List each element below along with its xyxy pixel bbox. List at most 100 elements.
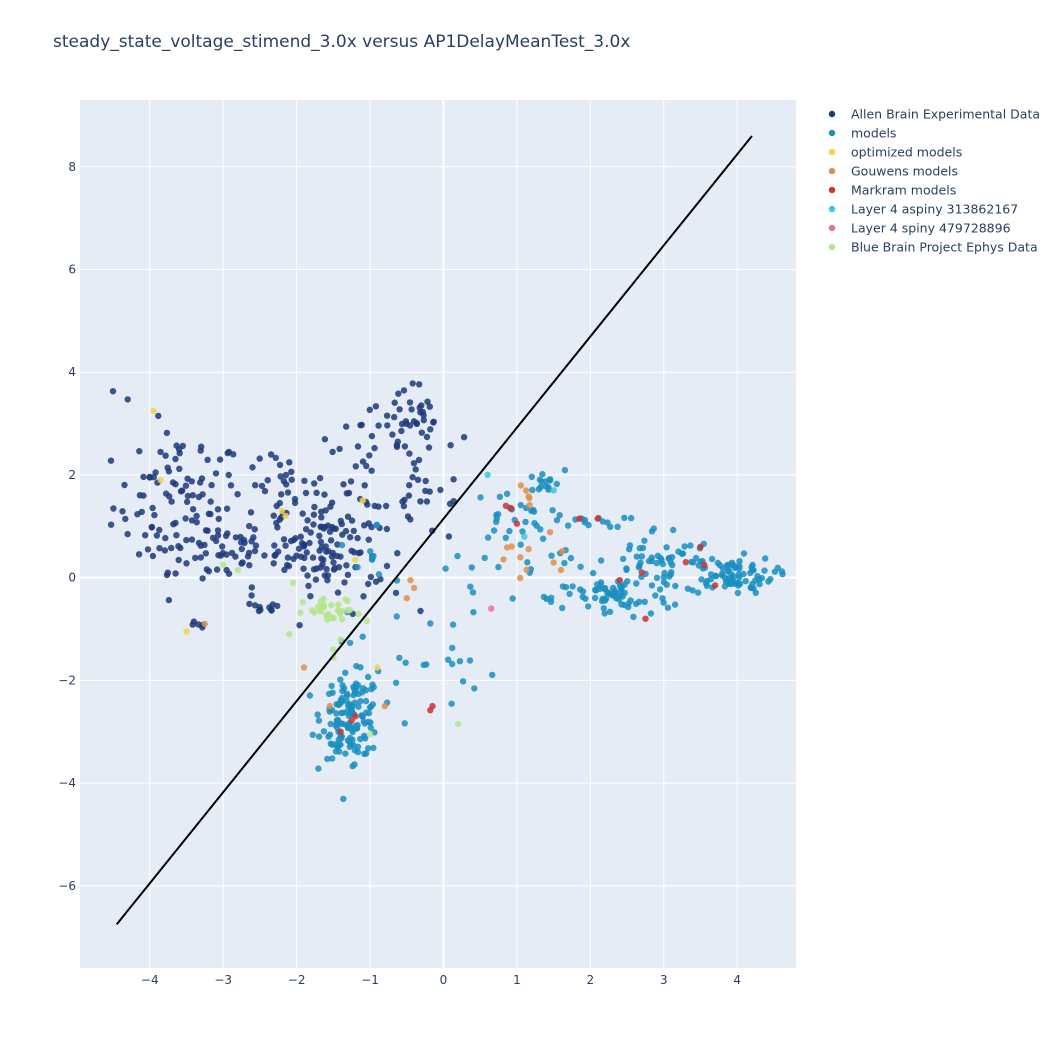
data-point	[656, 586, 664, 593]
data-point	[420, 412, 427, 419]
data-point	[318, 514, 325, 521]
data-point	[530, 508, 538, 515]
data-point	[355, 610, 362, 618]
reference-line	[115, 135, 753, 925]
data-point	[375, 571, 383, 578]
data-point	[274, 602, 281, 610]
data-point	[449, 644, 456, 652]
data-point	[502, 534, 509, 541]
x-tick-label: −1	[361, 973, 379, 987]
data-point	[393, 613, 400, 620]
data-point	[398, 427, 405, 435]
data-point	[730, 573, 737, 580]
data-point	[553, 480, 560, 488]
data-point	[362, 697, 370, 705]
data-point	[621, 514, 628, 521]
data-point	[317, 608, 324, 615]
data-point	[199, 491, 206, 498]
legend-label: Allen Brain Experimental Data	[851, 107, 1040, 122]
data-point	[322, 507, 329, 514]
data-point	[149, 504, 156, 512]
data-point	[371, 502, 378, 510]
data-point	[762, 555, 769, 562]
data-point	[197, 554, 204, 561]
data-point	[214, 532, 222, 539]
data-point	[342, 669, 349, 676]
data-point	[460, 434, 468, 441]
data-point	[728, 559, 736, 566]
data-point	[404, 513, 412, 520]
data-point	[659, 595, 666, 602]
legend-marker-icon	[828, 110, 836, 118]
data-point	[355, 549, 362, 557]
data-point	[513, 520, 521, 527]
data-point	[354, 534, 361, 542]
data-point	[208, 481, 215, 489]
legend-item[interactable]: Gouwens models	[828, 164, 958, 179]
data-point	[305, 582, 312, 590]
data-point	[665, 554, 673, 562]
data-point	[215, 515, 222, 523]
data-point	[467, 583, 474, 590]
data-point	[749, 561, 756, 569]
data-point	[755, 575, 763, 583]
data-point	[648, 582, 656, 589]
y-tick-label: 8	[68, 160, 76, 174]
data-point	[550, 559, 557, 566]
data-point	[284, 554, 292, 561]
x-tick-label: 3	[660, 973, 668, 987]
legend-item[interactable]: Layer 4 spiny 479728896	[828, 221, 1011, 236]
data-point	[135, 551, 143, 558]
data-point	[481, 554, 488, 562]
data-point	[647, 610, 655, 617]
data-point	[422, 477, 429, 485]
data-point	[308, 607, 316, 614]
data-point	[306, 539, 313, 547]
data-point	[523, 566, 530, 573]
y-tick-label: 0	[68, 571, 76, 585]
data-point	[161, 547, 169, 554]
data-point	[183, 498, 191, 506]
data-point	[414, 476, 422, 483]
legend-item[interactable]: Allen Brain Experimental Data	[828, 107, 1040, 122]
legend-item[interactable]: models	[828, 126, 897, 141]
data-point	[317, 598, 324, 605]
data-point	[311, 503, 318, 511]
data-point	[613, 595, 620, 602]
x-tick-label: −4	[141, 973, 159, 987]
x-tick-label: 4	[733, 973, 741, 987]
data-point	[323, 611, 330, 619]
x-tick-label: −2	[288, 973, 306, 987]
data-point	[369, 701, 376, 708]
data-point	[237, 533, 244, 541]
data-point	[542, 478, 550, 485]
data-point	[310, 566, 318, 573]
data-point	[641, 537, 648, 544]
legend-item[interactable]: optimized models	[828, 145, 962, 160]
data-point	[343, 423, 350, 430]
data-point	[252, 542, 260, 549]
data-point	[517, 501, 524, 509]
data-point	[124, 530, 131, 538]
legend[interactable]: Allen Brain Experimental Data models optim…	[828, 107, 1040, 255]
data-point	[300, 664, 308, 671]
y-tick-label: −4	[58, 776, 76, 790]
data-point	[589, 569, 597, 577]
data-point	[321, 436, 329, 443]
data-point	[216, 456, 224, 463]
legend-item[interactable]: Markram models	[828, 183, 956, 198]
legend-item[interactable]: Blue Brain Project Ephys Data	[828, 240, 1038, 255]
data-point	[273, 502, 280, 510]
data-point	[326, 528, 334, 535]
data-point	[341, 579, 348, 586]
data-point	[225, 448, 233, 456]
data-point	[502, 502, 510, 509]
data-point	[278, 491, 285, 498]
data-point	[234, 566, 242, 574]
data-point	[220, 561, 227, 568]
data-point	[183, 536, 190, 544]
data-point	[156, 545, 163, 552]
legend-item[interactable]: Layer 4 aspiny 313862167	[828, 202, 1018, 217]
data-point	[193, 512, 200, 520]
